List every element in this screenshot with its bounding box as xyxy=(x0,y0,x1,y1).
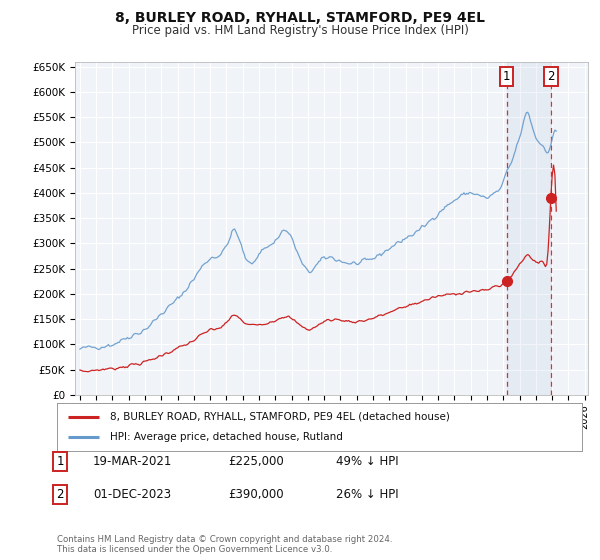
Text: 1: 1 xyxy=(56,455,64,468)
Text: HPI: Average price, detached house, Rutland: HPI: Average price, detached house, Rutl… xyxy=(110,432,343,442)
Text: 8, BURLEY ROAD, RYHALL, STAMFORD, PE9 4EL: 8, BURLEY ROAD, RYHALL, STAMFORD, PE9 4E… xyxy=(115,11,485,25)
Text: 8, BURLEY ROAD, RYHALL, STAMFORD, PE9 4EL (detached house): 8, BURLEY ROAD, RYHALL, STAMFORD, PE9 4E… xyxy=(110,412,449,422)
Text: 2: 2 xyxy=(547,70,554,83)
Text: 01-DEC-2023: 01-DEC-2023 xyxy=(93,488,171,501)
Text: Price paid vs. HM Land Registry's House Price Index (HPI): Price paid vs. HM Land Registry's House … xyxy=(131,24,469,37)
Text: £390,000: £390,000 xyxy=(228,488,284,501)
Text: 2: 2 xyxy=(56,488,64,501)
Text: £225,000: £225,000 xyxy=(228,455,284,468)
Text: 26% ↓ HPI: 26% ↓ HPI xyxy=(336,488,398,501)
Text: Contains HM Land Registry data © Crown copyright and database right 2024.
This d: Contains HM Land Registry data © Crown c… xyxy=(57,535,392,554)
Bar xyxy=(506,62,551,395)
Text: 19-MAR-2021: 19-MAR-2021 xyxy=(93,455,172,468)
Text: 49% ↓ HPI: 49% ↓ HPI xyxy=(336,455,398,468)
Text: 1: 1 xyxy=(503,70,511,83)
